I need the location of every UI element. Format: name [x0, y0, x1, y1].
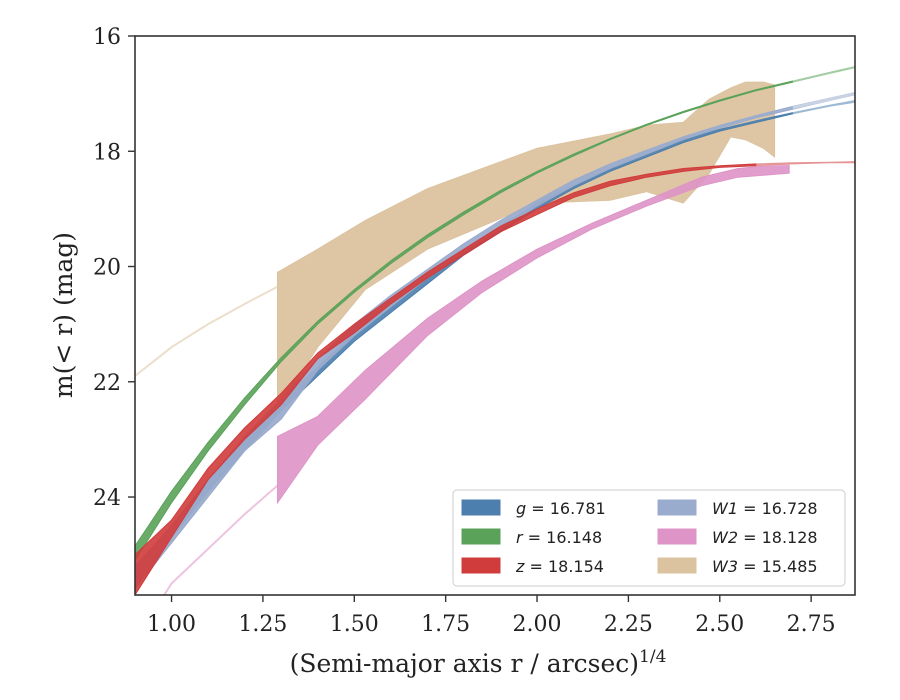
legend-swatch-r — [461, 528, 501, 545]
legend-entry-g: g = 16.781 — [516, 499, 606, 518]
series-W1-band — [135, 91, 855, 591]
series-W3-band — [277, 81, 776, 413]
series-r-tail — [792, 65, 855, 83]
legend-symbol: r — [516, 528, 524, 547]
y-tick-label: 18 — [93, 140, 121, 165]
series-W3-extrapolation — [135, 285, 278, 377]
legend-swatch-g — [461, 499, 501, 516]
x-axis-title-superscript: 1/4 — [639, 647, 666, 667]
legend-symbol: g — [516, 499, 526, 518]
x-tick-label: 1.00 — [147, 612, 196, 637]
x-tick-label: 2.75 — [787, 612, 836, 637]
legend-value: = 16.148 — [523, 528, 603, 547]
series-W1-tail — [792, 92, 855, 110]
y-axis-title: m(< r) (mag) — [49, 232, 78, 398]
series-W2-extrapolation — [163, 484, 279, 595]
series-g-tail — [792, 99, 855, 115]
legend-value: = 15.485 — [738, 557, 818, 576]
x-axis: 1.00 1.25 1.50 1.75 2.00 2.25 2.50 2.75 — [147, 595, 836, 637]
x-tick-label: 2.00 — [513, 612, 562, 637]
legend-entry-z: z = 18.154 — [515, 557, 604, 576]
y-tick-label: 16 — [93, 25, 121, 50]
series-z-tail — [756, 160, 855, 167]
legend-swatch-W2 — [657, 528, 697, 545]
legend-swatch-z — [461, 557, 501, 574]
x-axis-title: (Semi-major axis r / arcsec)1/4 — [290, 647, 667, 678]
legend-entry-W3: W3 = 15.485 — [712, 557, 818, 576]
y-tick-label: 22 — [93, 371, 121, 396]
legend-box — [452, 489, 846, 587]
x-tick-label: 1.50 — [330, 612, 379, 637]
legend-symbol: W3 — [712, 557, 738, 576]
plot-frame — [134, 35, 856, 596]
legend-value: = 18.128 — [738, 528, 818, 547]
legend-symbol: z — [515, 557, 525, 576]
legend-value: = 16.728 — [738, 499, 818, 518]
legend-symbol: W2 — [712, 528, 738, 547]
x-tick-label: 1.25 — [238, 612, 287, 637]
x-tick-label: 2.25 — [604, 612, 653, 637]
series-r-band — [135, 65, 855, 562]
x-tick-label: 2.50 — [695, 612, 744, 637]
series-W2-band — [277, 163, 790, 505]
legend-swatch-W1 — [657, 499, 697, 516]
y-tick-label: 24 — [93, 486, 121, 511]
y-axis: 16 18 20 22 24 — [93, 25, 135, 511]
legend-entry-W1: W1 = 16.728 — [712, 499, 818, 518]
x-axis-title-text: (Semi-major axis r / arcsec) — [290, 649, 639, 678]
legend-swatch-W3 — [657, 557, 697, 574]
legend-entry-r: r = 16.148 — [516, 528, 602, 547]
legend-value: = 16.781 — [526, 499, 606, 518]
x-tick-label: 1.75 — [421, 612, 470, 637]
series-z-band — [135, 161, 855, 595]
legend-entry-W2: W2 = 18.128 — [712, 528, 818, 547]
y-tick-label: 20 — [93, 256, 121, 281]
legend-value: = 18.154 — [524, 557, 604, 576]
legend-symbol: W1 — [712, 499, 738, 518]
plot-layer — [135, 65, 855, 595]
